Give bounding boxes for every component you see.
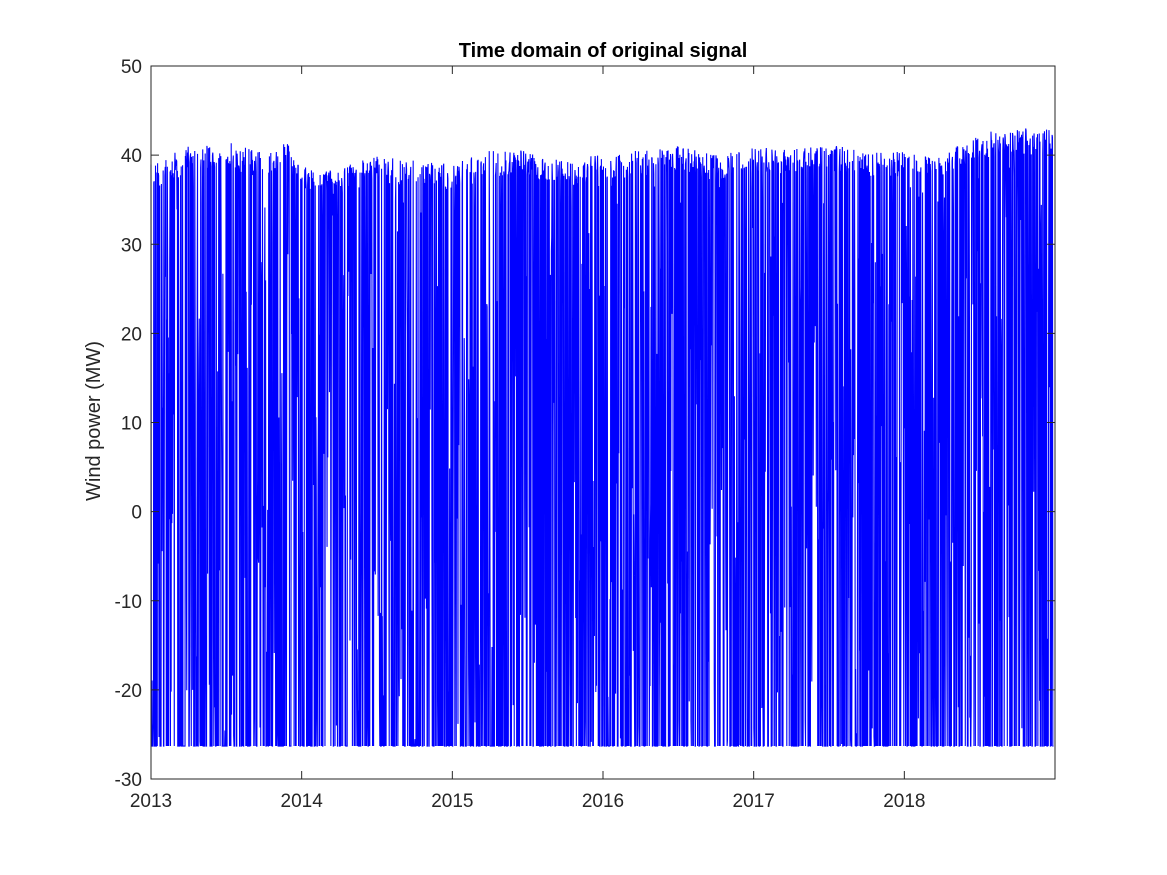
y-tick-label: -10 bbox=[115, 592, 142, 613]
x-tick-label: 2018 bbox=[883, 791, 925, 812]
x-tick-label: 2015 bbox=[431, 791, 473, 812]
plot-area bbox=[150, 128, 1054, 747]
series-line bbox=[150, 128, 1054, 747]
y-tick-label: -30 bbox=[115, 770, 142, 791]
x-tick-label: 2014 bbox=[281, 791, 324, 812]
axes: -30 -20 -10 0 10 20 30 40 50 2013 2014 2015 2016 2017… bbox=[115, 57, 1056, 812]
chart-title: Time domain of original signal bbox=[459, 40, 748, 62]
y-tick-label: 0 bbox=[131, 503, 142, 524]
x-tick-label: 2016 bbox=[582, 791, 624, 812]
y-tick-label: 30 bbox=[121, 235, 142, 256]
y-tick-label: -20 bbox=[115, 681, 142, 702]
y-tick-label: 10 bbox=[121, 414, 142, 435]
y-axis-label: Wind power (MW) bbox=[83, 341, 105, 501]
y-tick-label: 20 bbox=[121, 324, 142, 345]
x-tick-label: 2013 bbox=[130, 791, 172, 812]
y-tick-label: 50 bbox=[121, 57, 142, 78]
y-tick-label: 40 bbox=[121, 146, 142, 167]
x-tick-label: 2017 bbox=[733, 791, 775, 812]
